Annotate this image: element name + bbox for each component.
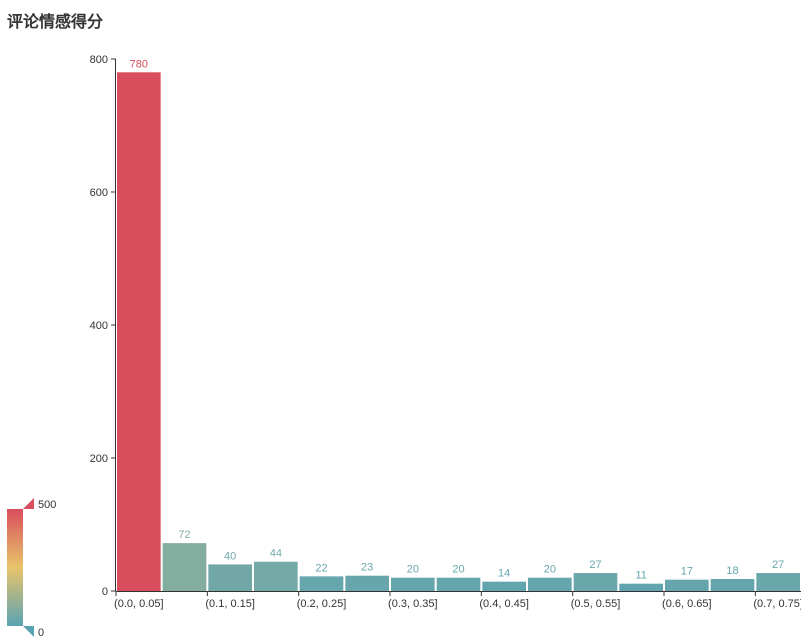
bar[interactable] bbox=[528, 577, 572, 591]
bar[interactable] bbox=[619, 583, 663, 591]
bar-value-label: 14 bbox=[498, 568, 510, 580]
bar[interactable] bbox=[208, 564, 252, 591]
bar-value-label: 17 bbox=[681, 566, 693, 578]
x-tick-label: (0.2, 0.25] bbox=[297, 598, 347, 610]
bar[interactable] bbox=[162, 543, 207, 591]
x-tick-label: (0.7, 0.75] bbox=[753, 598, 801, 610]
bar-value-label: 20 bbox=[452, 564, 464, 576]
visual-map-legend[interactable]: 500 0 bbox=[7, 498, 56, 639]
bar-value-label: 40 bbox=[224, 550, 236, 562]
y-axis: 0 200 400 600 800 bbox=[90, 54, 116, 598]
visual-map-gradient-bar bbox=[7, 509, 23, 626]
bar-series bbox=[117, 72, 800, 592]
x-tick-label: (0.4, 0.45] bbox=[479, 598, 529, 610]
bar-value-label: 11 bbox=[635, 570, 646, 582]
chart-title: 评论情感得分 bbox=[7, 12, 104, 31]
bar[interactable] bbox=[391, 577, 435, 591]
bar[interactable] bbox=[756, 573, 800, 591]
bar-value-label: 72 bbox=[178, 529, 190, 541]
bar[interactable] bbox=[345, 575, 389, 591]
x-axis: (0.0, 0.05] (0.1, 0.15] (0.2, 0.25] (0.3, 0… bbox=[114, 591, 801, 610]
y-tick-label: 0 bbox=[102, 586, 108, 598]
bar-value-label: 20 bbox=[544, 564, 556, 576]
bar-value-label: 22 bbox=[315, 562, 327, 574]
data-labels: 780 72 40 44 22 23 20 20 14 20 27 11 17 18 27 bbox=[130, 58, 785, 581]
bar[interactable] bbox=[254, 561, 298, 591]
bar[interactable] bbox=[482, 581, 526, 591]
bar[interactable] bbox=[117, 72, 161, 592]
x-tick-label: (0.1, 0.15] bbox=[205, 598, 255, 610]
bar[interactable] bbox=[665, 579, 709, 591]
visual-map-min-label: 0 bbox=[38, 627, 44, 639]
bar-value-label: 23 bbox=[361, 562, 373, 574]
visual-map-min-handle[interactable] bbox=[23, 626, 34, 637]
x-tick-label: (0.3, 0.35] bbox=[388, 598, 438, 610]
bar-value-label: 20 bbox=[407, 564, 419, 576]
y-tick-label: 200 bbox=[90, 453, 108, 465]
bar[interactable] bbox=[573, 573, 618, 591]
bar[interactable] bbox=[436, 577, 481, 591]
visual-map-max-handle[interactable] bbox=[23, 498, 34, 509]
x-tick-label: (0.5, 0.55] bbox=[571, 598, 621, 610]
bar-value-label: 780 bbox=[130, 58, 148, 70]
bar-value-label: 27 bbox=[772, 559, 784, 571]
bar-value-label: 18 bbox=[726, 565, 738, 577]
y-tick-label: 800 bbox=[90, 54, 108, 66]
bar[interactable] bbox=[710, 579, 755, 591]
y-tick-label: 600 bbox=[90, 187, 108, 199]
x-tick-label: (0.6, 0.65] bbox=[662, 598, 712, 610]
bar-value-label: 27 bbox=[589, 559, 601, 571]
x-tick-label: (0.0, 0.05] bbox=[114, 598, 164, 610]
y-tick-label: 400 bbox=[90, 320, 108, 332]
bar[interactable] bbox=[299, 576, 344, 591]
bar-value-label: 44 bbox=[270, 548, 282, 560]
visual-map-max-label: 500 bbox=[38, 499, 56, 511]
